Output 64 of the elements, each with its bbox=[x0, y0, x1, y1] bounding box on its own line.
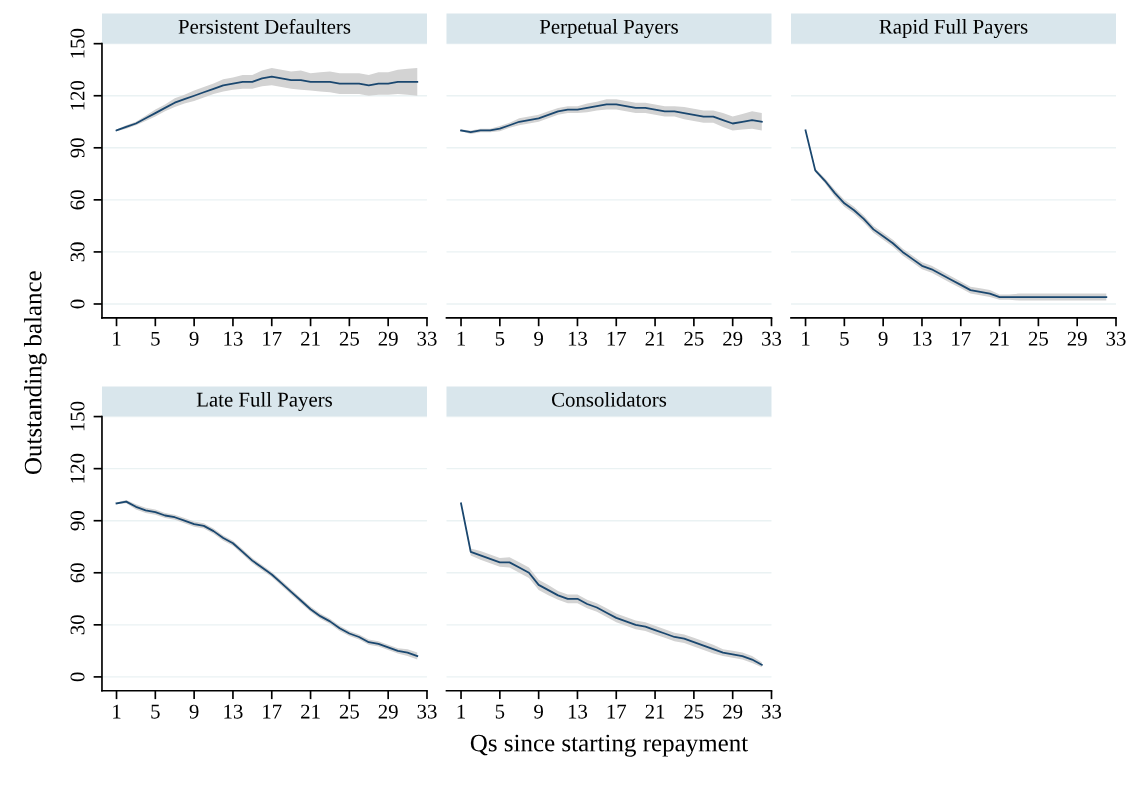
x-tick-label: 13 bbox=[568, 331, 588, 346]
x-tick-label: 5 bbox=[840, 331, 849, 346]
x-tick-label: 1 bbox=[802, 331, 810, 346]
chart-title: Consolidators bbox=[551, 392, 667, 407]
y-tick-label: 90 bbox=[70, 511, 85, 531]
x-tick-label: 5 bbox=[151, 704, 160, 719]
x-tick-label: 33 bbox=[417, 704, 437, 719]
x-tick-label: 5 bbox=[495, 704, 505, 719]
chart-title: Rapid Full Payers bbox=[879, 19, 1028, 39]
x-tick-label: 33 bbox=[762, 704, 782, 719]
x-tick-label: 5 bbox=[151, 331, 160, 346]
y-tick-label: 60 bbox=[70, 563, 85, 583]
y-tick-label: 150 bbox=[70, 401, 85, 431]
x-axis-title: Qs since starting repayment bbox=[470, 734, 749, 757]
x-tick-label: 17 bbox=[952, 331, 971, 346]
x-tick-label: 33 bbox=[1106, 331, 1126, 346]
y-tick-label: 30 bbox=[70, 242, 85, 262]
y-tick-label: 120 bbox=[70, 453, 85, 483]
chart-title: Late Full Payers bbox=[196, 392, 332, 411]
x-tick-label: 17 bbox=[263, 704, 282, 719]
x-tick-label: 29 bbox=[378, 704, 398, 719]
x-tick-label: 1 bbox=[113, 331, 121, 346]
x-tick-label: 17 bbox=[607, 331, 627, 346]
x-tick-label: 25 bbox=[684, 331, 704, 346]
x-tick-label: 25 bbox=[339, 704, 359, 719]
x-tick-label: 17 bbox=[607, 704, 627, 719]
x-tick-label: 9 bbox=[534, 331, 543, 346]
x-tick-label: 1 bbox=[457, 704, 465, 719]
x-tick-label: 13 bbox=[224, 331, 243, 346]
x-tick-label: 9 bbox=[189, 704, 199, 719]
y-tick-label: 120 bbox=[70, 80, 85, 110]
x-tick-label: 33 bbox=[417, 331, 437, 346]
x-tick-label: 29 bbox=[1067, 331, 1087, 346]
x-tick-label: 21 bbox=[645, 331, 665, 346]
x-tick-label: 33 bbox=[762, 331, 782, 346]
x-tick-label: 13 bbox=[224, 704, 243, 719]
x-tick-label: 13 bbox=[568, 704, 588, 719]
chart-title: Persistent Defaulters bbox=[178, 18, 351, 34]
x-tick-label: 13 bbox=[913, 331, 932, 346]
x-tick-label: 25 bbox=[339, 331, 359, 346]
y-tick-label: 0 bbox=[70, 299, 85, 309]
x-tick-label: 29 bbox=[723, 704, 743, 719]
x-tick-label: 9 bbox=[534, 704, 543, 719]
x-tick-label: 1 bbox=[113, 704, 121, 719]
y-tick-label: 90 bbox=[70, 138, 85, 158]
x-tick-label: 25 bbox=[684, 704, 704, 719]
x-tick-label: 17 bbox=[263, 331, 282, 346]
x-tick-label: 21 bbox=[301, 704, 320, 719]
x-tick-label: 25 bbox=[1028, 331, 1048, 346]
x-tick-label: 21 bbox=[990, 331, 1009, 346]
y-tick-label: 30 bbox=[70, 615, 85, 635]
x-tick-label: 29 bbox=[378, 331, 398, 346]
y-tick-label: 0 bbox=[70, 672, 85, 682]
x-tick-label: 21 bbox=[301, 331, 320, 346]
x-tick-label: 29 bbox=[723, 331, 743, 346]
y-tick-label: 60 bbox=[70, 190, 85, 210]
x-tick-label: 9 bbox=[189, 331, 199, 346]
x-tick-label: 5 bbox=[495, 331, 505, 346]
y-tick-label: 150 bbox=[70, 28, 85, 58]
y-axis-title: Outstanding balance bbox=[23, 271, 47, 475]
x-tick-label: 1 bbox=[457, 331, 465, 346]
x-tick-label: 21 bbox=[645, 704, 665, 719]
chart-title: Perpetual Payers bbox=[539, 19, 678, 39]
x-tick-label: 9 bbox=[878, 331, 888, 346]
